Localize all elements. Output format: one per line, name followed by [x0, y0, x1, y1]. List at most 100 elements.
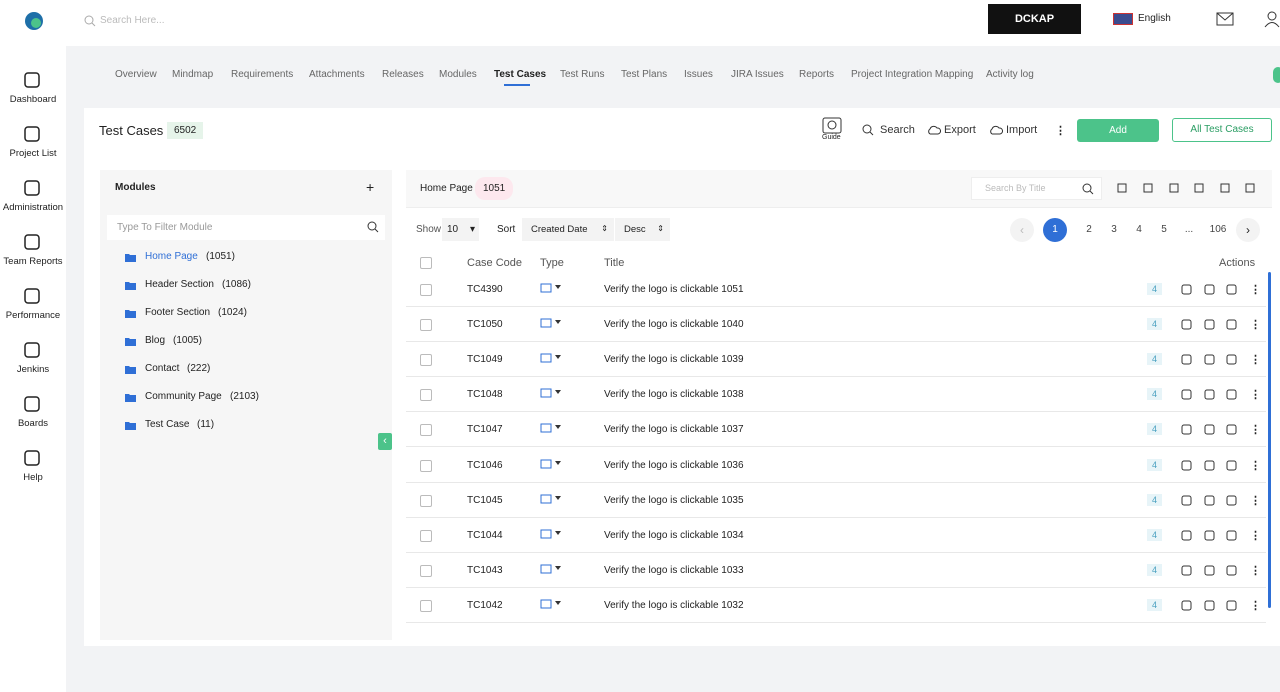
export-button[interactable]: Export [944, 124, 976, 136]
row-checkbox[interactable] [420, 319, 432, 332]
next-page[interactable]: › [1236, 218, 1260, 242]
import-button[interactable]: Import [1006, 124, 1038, 136]
toggle[interactable] [1273, 67, 1280, 83]
case-title[interactable]: Verify the logo is clickable 1034 [604, 529, 744, 541]
sidebar-item[interactable]: Team Reports [3, 256, 63, 267]
sort-field[interactable]: Created Date ⇕ [522, 218, 614, 241]
collapse-button[interactable]: ‹ [378, 433, 392, 450]
page-button[interactable]: 1 [1043, 218, 1067, 242]
case-title[interactable]: Verify the logo is clickable 1040 [604, 319, 744, 331]
search-input[interactable]: Search Here... [100, 15, 165, 26]
tab[interactable]: Releases [382, 69, 424, 80]
guide-icon[interactable] [822, 117, 842, 135]
row-menu[interactable]: ⋮ [1250, 389, 1261, 402]
row-checkbox[interactable] [420, 389, 432, 402]
mail-icon[interactable] [1216, 12, 1234, 26]
case-code[interactable]: TC1046 [467, 459, 503, 471]
tab[interactable]: Project Integration Mapping [851, 69, 974, 80]
add-module[interactable]: + [366, 179, 375, 195]
row-checkbox[interactable] [420, 424, 432, 437]
row-checkbox[interactable] [420, 564, 432, 577]
case-title[interactable]: Verify the logo is clickable 1032 [604, 599, 744, 611]
sidebar-item[interactable]: Performance [5, 310, 61, 321]
tab[interactable]: Issues [684, 69, 713, 80]
tab[interactable]: Test Cases [494, 69, 547, 80]
row-checkbox[interactable] [420, 459, 432, 472]
row-menu[interactable]: ⋮ [1250, 529, 1261, 542]
row-menu[interactable]: ⋮ [1250, 319, 1261, 332]
user-icon[interactable] [1264, 10, 1280, 28]
select-all[interactable] [420, 257, 432, 269]
case-title[interactable]: Verify the logo is clickable 1038 [604, 389, 744, 401]
row-menu[interactable]: ⋮ [1250, 354, 1261, 367]
sidebar-item[interactable]: Dashboard [9, 94, 57, 105]
case-title[interactable]: Verify the logo is clickable 1033 [604, 564, 744, 576]
page-button[interactable]: 3 [1111, 224, 1117, 235]
module-filter[interactable]: Type To Filter Module [107, 215, 385, 240]
tab[interactable]: Overview [115, 69, 157, 80]
language[interactable]: English [1138, 13, 1171, 24]
module-name[interactable]: Community Page [145, 391, 222, 402]
row-checkbox[interactable] [420, 354, 432, 367]
module-name[interactable]: Contact [145, 363, 180, 374]
prev-page[interactable]: ‹ [1010, 218, 1034, 242]
tab[interactable]: Modules [439, 69, 477, 80]
case-code[interactable]: TC1045 [467, 494, 503, 506]
tab[interactable]: Test Plans [621, 69, 668, 80]
all-test-cases-button[interactable]: All Test Cases [1172, 118, 1272, 142]
tab[interactable]: Attachments [309, 69, 365, 80]
row-checkbox[interactable] [420, 494, 432, 507]
add-button[interactable]: Add [1077, 119, 1159, 142]
page-button[interactable]: 106 [1209, 224, 1227, 235]
tab[interactable]: Reports [799, 69, 835, 80]
row-checkbox[interactable] [420, 529, 432, 542]
module-name[interactable]: Footer Section [145, 307, 211, 318]
case-code[interactable]: TC1048 [467, 389, 503, 401]
case-title[interactable]: Verify the logo is clickable 1036 [604, 459, 744, 471]
case-code[interactable]: TC4390 [467, 284, 503, 295]
tab[interactable]: JIRA Issues [731, 69, 784, 80]
case-code[interactable]: TC1050 [467, 319, 503, 331]
row-checkbox[interactable] [420, 599, 432, 612]
title-search[interactable]: Search By Title [971, 177, 1102, 200]
page-size[interactable]: 10 ▾ [442, 218, 479, 241]
row-menu[interactable]: ⋮ [1250, 564, 1261, 577]
row-menu[interactable]: ⋮ [1250, 599, 1261, 612]
tab[interactable]: Activity log [986, 69, 1034, 80]
sidebar-item[interactable]: Project List [9, 148, 57, 159]
case-code[interactable]: TC1043 [467, 564, 503, 576]
case-title[interactable]: Verify the logo is clickable 1035 [604, 494, 744, 506]
module-name[interactable]: Blog [145, 335, 166, 346]
case-code[interactable]: TC1049 [467, 354, 503, 366]
sidebar-item[interactable]: Jenkins [16, 364, 50, 375]
row-menu[interactable]: ⋮ [1250, 424, 1261, 437]
row-menu[interactable]: ⋮ [1250, 494, 1261, 507]
search-button[interactable]: Search [880, 124, 915, 136]
row-menu[interactable]: ⋮ [1250, 459, 1261, 472]
page-button[interactable]: 2 [1086, 224, 1092, 235]
case-title[interactable]: Verify the logo is clickable 1039 [604, 354, 744, 366]
brand[interactable]: DCKAP [988, 4, 1081, 34]
tab[interactable]: Mindmap [172, 69, 214, 80]
more-button[interactable]: ⋮ [1055, 125, 1066, 137]
order[interactable]: Desc ⇕ [615, 218, 670, 241]
guide[interactable]: Guide [822, 134, 841, 141]
sidebar-item[interactable]: Help [23, 472, 43, 483]
sidebar-item[interactable]: Boards [17, 418, 49, 429]
case-title[interactable]: Verify the logo is clickable 1051 [604, 284, 744, 295]
sidebar-item[interactable]: Administration [2, 202, 64, 213]
tab[interactable]: Requirements [231, 69, 294, 80]
module-name[interactable]: Home Page [145, 251, 198, 262]
module-name[interactable]: Test Case [145, 419, 190, 430]
tab[interactable]: Test Runs [560, 69, 605, 80]
page-button[interactable]: ... [1184, 224, 1194, 235]
logo[interactable] [24, 11, 44, 31]
module-name[interactable]: Header Section [145, 279, 214, 290]
page-button[interactable]: 4 [1136, 224, 1142, 235]
row-checkbox[interactable] [420, 284, 432, 296]
row-menu[interactable]: ⋮ [1250, 284, 1261, 296]
case-code[interactable]: TC1042 [467, 599, 503, 611]
case-code[interactable]: TC1047 [467, 424, 503, 436]
page-button[interactable]: 5 [1161, 224, 1167, 235]
case-title[interactable]: Verify the logo is clickable 1037 [604, 424, 744, 436]
